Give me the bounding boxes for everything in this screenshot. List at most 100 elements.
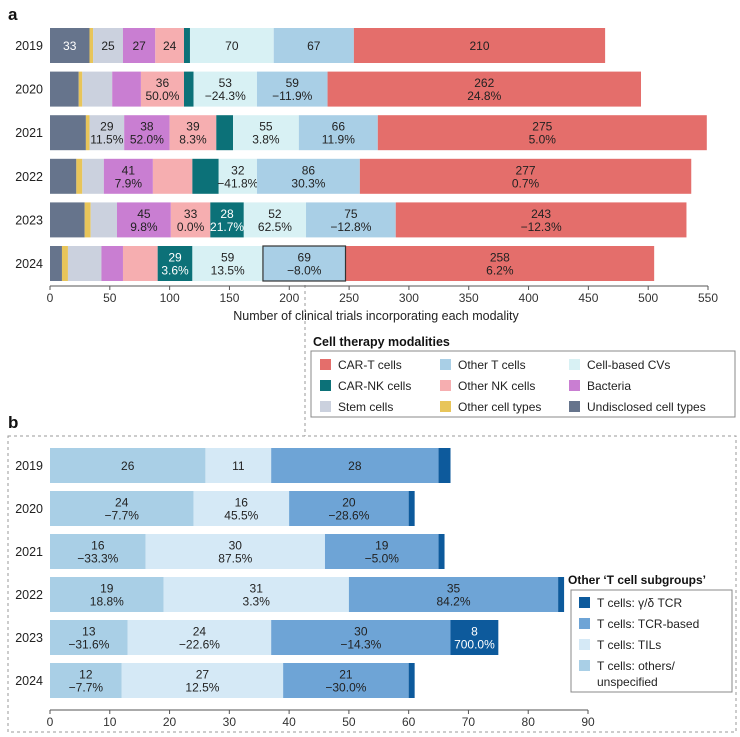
chart-a-xlabel: Number of clinical trials incorporating … — [233, 309, 519, 323]
bar-segment — [395, 202, 687, 238]
legend-a-label: CAR-T cells — [338, 358, 402, 372]
x-tick-label: 200 — [279, 291, 299, 305]
bar-segment — [193, 71, 257, 107]
change-label: 52.0% — [130, 133, 164, 147]
data-label: 258 — [490, 251, 510, 265]
bar-segment — [271, 448, 439, 483]
change-label: 7.9% — [115, 176, 143, 190]
year-label: 2024 — [15, 257, 43, 271]
change-label: −33.3% — [77, 552, 118, 566]
change-label: 24.8% — [467, 89, 501, 103]
x-tick-label: 80 — [522, 715, 536, 729]
bar-segment — [243, 202, 307, 238]
data-label: 53 — [219, 76, 233, 90]
panel-b-label: b — [8, 413, 18, 432]
bar-segment — [50, 158, 77, 194]
data-label: 16 — [91, 539, 105, 553]
bar-segment — [50, 577, 164, 612]
data-label: 275 — [532, 120, 552, 134]
x-tick-label: 500 — [638, 291, 658, 305]
bar-segment — [216, 115, 234, 151]
x-tick-label: 0 — [47, 715, 54, 729]
bar-segment — [359, 158, 692, 194]
bar-segment — [233, 115, 299, 151]
bar-segment — [262, 246, 346, 281]
x-tick-label: 50 — [103, 291, 117, 305]
change-label: −11.9% — [272, 89, 312, 103]
year-label: 2023 — [15, 631, 43, 645]
bar-segment — [353, 28, 606, 63]
data-label: 59 — [221, 251, 235, 265]
bar-segment — [101, 246, 123, 281]
x-tick-label: 0 — [47, 291, 54, 305]
change-label: 21.7% — [210, 220, 244, 234]
data-label: 25 — [101, 39, 115, 53]
bar-segment — [169, 115, 217, 151]
change-label: −12.3% — [521, 220, 562, 234]
legend-a-swatch — [569, 401, 580, 412]
data-label: 45 — [137, 207, 151, 221]
year-label: 2024 — [15, 674, 43, 688]
legend-b-label: T cells: others/ — [597, 659, 675, 673]
bar-segment — [50, 115, 86, 151]
x-tick-label: 30 — [223, 715, 237, 729]
year-label: 2022 — [15, 170, 43, 184]
bar-segment — [438, 448, 451, 483]
legend-a-swatch — [440, 380, 451, 391]
change-label: −12.8% — [330, 220, 371, 234]
x-tick-label: 50 — [342, 715, 356, 729]
data-label: 31 — [250, 582, 264, 596]
change-label: −5.0% — [365, 552, 400, 566]
bar-segment — [50, 491, 194, 526]
legend-a-box — [310, 350, 736, 418]
year-label: 2019 — [15, 39, 43, 53]
bar-segment — [50, 71, 79, 107]
change-label: 3.8% — [252, 133, 280, 147]
bar-segment — [256, 158, 360, 194]
bar-segment — [145, 534, 325, 569]
data-label: 59 — [286, 76, 300, 90]
data-label: 12 — [79, 668, 93, 682]
bar-segment — [76, 158, 83, 194]
year-label: 2020 — [15, 502, 43, 516]
bar-segment — [50, 620, 128, 655]
bar-segment — [50, 246, 62, 281]
change-label: 12.5% — [185, 681, 219, 695]
data-label: 21 — [339, 668, 353, 682]
change-label: −22.6% — [179, 638, 220, 652]
bar-segment — [50, 448, 206, 483]
data-label: 35 — [447, 582, 461, 596]
data-label: 28 — [348, 459, 362, 473]
bar-segment — [218, 158, 257, 194]
data-label: 243 — [531, 207, 551, 221]
data-label: 277 — [516, 163, 536, 177]
bar-segment — [82, 71, 113, 107]
bar-segment — [85, 115, 90, 151]
data-label: 29 — [100, 120, 114, 134]
bar-segment — [122, 28, 156, 63]
x-tick-label: 150 — [219, 291, 239, 305]
legend-a-label: CAR-NK cells — [338, 379, 411, 393]
bar-segment — [189, 28, 274, 63]
bar-segment — [450, 620, 499, 655]
data-label: 29 — [168, 251, 182, 265]
panel-a-label: a — [8, 5, 18, 24]
data-label: 11 — [232, 459, 245, 473]
x-tick-label: 10 — [103, 715, 117, 729]
data-label: 30 — [229, 539, 243, 553]
legend-a-title: Cell therapy modalities — [313, 335, 450, 349]
change-label: −7.7% — [105, 509, 140, 523]
legend-a-swatch — [440, 401, 451, 412]
change-label: 700.0% — [454, 638, 495, 652]
bar-segment — [89, 115, 125, 151]
data-label: 52 — [268, 207, 282, 221]
bar-segment — [116, 202, 171, 238]
change-label: −7.7% — [69, 681, 104, 695]
change-label: 62.5% — [258, 220, 292, 234]
bar-segment — [438, 534, 445, 569]
bar-segment — [256, 71, 328, 107]
data-label: 66 — [332, 120, 346, 134]
change-label: 3.3% — [243, 595, 271, 609]
data-label: 24 — [115, 496, 129, 510]
legend-a-label: Undisclosed cell types — [587, 400, 706, 414]
